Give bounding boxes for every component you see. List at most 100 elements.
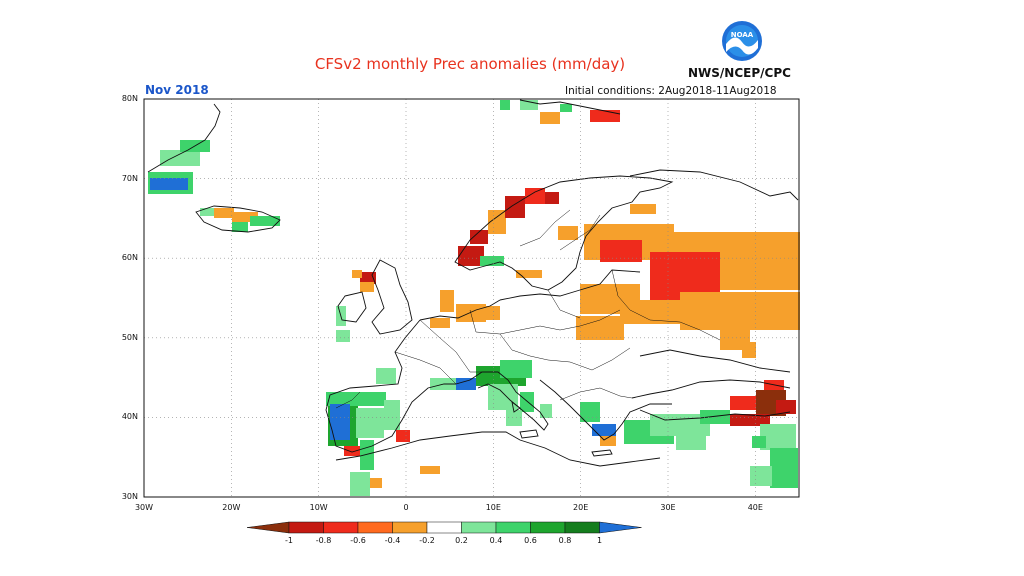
latitude-label: 60N <box>121 253 138 263</box>
anomaly-cell <box>516 270 542 278</box>
anomaly-cell <box>525 188 545 204</box>
anomaly-cells <box>148 100 800 496</box>
anomaly-cell <box>506 410 522 426</box>
anomaly-cell <box>730 414 770 426</box>
latitude-label: 70N <box>121 173 138 183</box>
anomaly-cell <box>630 204 656 214</box>
anomaly-cell <box>576 316 624 340</box>
anomaly-cell <box>700 410 730 424</box>
anomaly-cell <box>750 466 772 486</box>
colorbar-segment <box>288 521 324 534</box>
colorbar-segment <box>323 521 359 534</box>
longitude-label: 30W <box>134 503 154 512</box>
anomaly-cell <box>480 256 504 266</box>
colorbar-segment <box>357 521 393 534</box>
colorbar-right-arrow <box>599 521 642 534</box>
colorbar-tick-label: 1 <box>596 536 603 545</box>
colorbar-segment <box>426 521 462 534</box>
longitude-label: 40E <box>747 503 763 512</box>
anomaly-cell <box>232 212 258 222</box>
anomaly-cell <box>770 448 798 488</box>
colorbar-left-arrow <box>246 521 290 534</box>
anomaly-cell <box>250 216 280 226</box>
anomaly-cell <box>592 424 616 436</box>
longitude-label: 10W <box>309 503 328 512</box>
anomaly-cell <box>352 270 362 278</box>
colorbar-tick-label: -0.8 <box>315 536 332 545</box>
anomaly-cell <box>486 306 500 320</box>
latitude-label: 40N <box>121 412 138 422</box>
anomaly-cell <box>336 330 350 342</box>
anomaly-cell <box>640 232 800 252</box>
colorbar <box>246 521 642 534</box>
anomaly-cell <box>214 208 234 218</box>
anomaly-cell <box>420 466 440 474</box>
anomaly-cell <box>456 378 476 390</box>
chart-title: CFSv2 monthly Prec anomalies (mm/day) <box>314 55 626 73</box>
colorbar-tick-label: -0.6 <box>350 536 366 545</box>
anomaly-cell <box>356 408 384 438</box>
anomaly-cell <box>430 318 450 328</box>
colorbar-segment <box>392 521 428 534</box>
initial-conditions-label: Initial conditions: 2Aug2018-11Aug2018 <box>565 85 777 97</box>
anomaly-cell <box>344 446 360 456</box>
longitude-label: 20E <box>573 503 589 512</box>
colorbar-tick-label: 0.6 <box>524 536 537 545</box>
latitude-label: 50N <box>121 332 138 342</box>
colorbar-tick-label: -1 <box>285 536 293 545</box>
anomaly-cell <box>396 430 410 442</box>
agency-label: NWS/NCEP/CPC <box>688 66 791 80</box>
colorbar-tick-label: -0.4 <box>384 536 401 545</box>
anomaly-cell <box>470 230 488 244</box>
anomaly-cell <box>500 100 510 110</box>
longitude-label: 10E <box>485 503 501 512</box>
anomaly-cell <box>600 240 642 262</box>
anomaly-cell <box>500 360 532 378</box>
latitude-label: 30N <box>121 492 138 501</box>
anomaly-cell <box>360 282 374 292</box>
anomaly-cell <box>545 192 559 204</box>
anomaly-cell <box>376 368 396 384</box>
anomaly-cell <box>505 196 525 218</box>
anomaly-cell <box>330 404 350 440</box>
colorbar-tick-label: 0.4 <box>489 536 503 545</box>
colorbar-segment <box>564 521 600 534</box>
anomaly-cell <box>350 472 370 496</box>
anomaly-cell <box>370 478 382 488</box>
anomaly-cell <box>458 246 484 266</box>
anomaly-cell <box>200 208 214 216</box>
anomaly-cell <box>540 112 560 124</box>
colorbar-tick-label: 0.8 <box>558 536 572 545</box>
anomaly-cell <box>384 400 400 430</box>
anomaly-cell <box>742 342 756 358</box>
country-borders <box>335 209 721 409</box>
anomaly-cell <box>540 404 552 418</box>
anomaly-cell <box>488 210 506 234</box>
anomaly-cell <box>232 222 248 232</box>
anomaly-cell <box>720 250 800 290</box>
anomaly-cell <box>600 436 616 446</box>
anomaly-cell <box>150 178 188 190</box>
logo-text: NOAA <box>731 31 754 39</box>
anomaly-cell <box>580 402 600 422</box>
colorbar-tick-label: -0.2 <box>419 536 435 545</box>
anomaly-cell <box>730 396 756 410</box>
anomaly-cell <box>752 436 766 448</box>
longitude-label: 30E <box>660 503 676 512</box>
colorbar-tick-label: 0.2 <box>455 536 468 545</box>
anomaly-cell <box>558 226 578 240</box>
anomaly-cell <box>620 300 680 324</box>
colorbar-segment <box>530 521 566 534</box>
anomaly-cell <box>360 440 374 470</box>
anomaly-cell <box>326 392 386 406</box>
anomaly-cell <box>776 400 796 414</box>
coastlines <box>147 99 799 467</box>
latitude-label: 80N <box>121 94 138 103</box>
anomaly-cell <box>680 292 800 330</box>
colorbar-segment <box>495 521 531 534</box>
anomaly-cell <box>520 100 538 110</box>
longitude-label: 0 <box>403 503 409 512</box>
colorbar-segment <box>461 521 497 534</box>
forecast-month-label: Nov 2018 <box>145 83 209 97</box>
